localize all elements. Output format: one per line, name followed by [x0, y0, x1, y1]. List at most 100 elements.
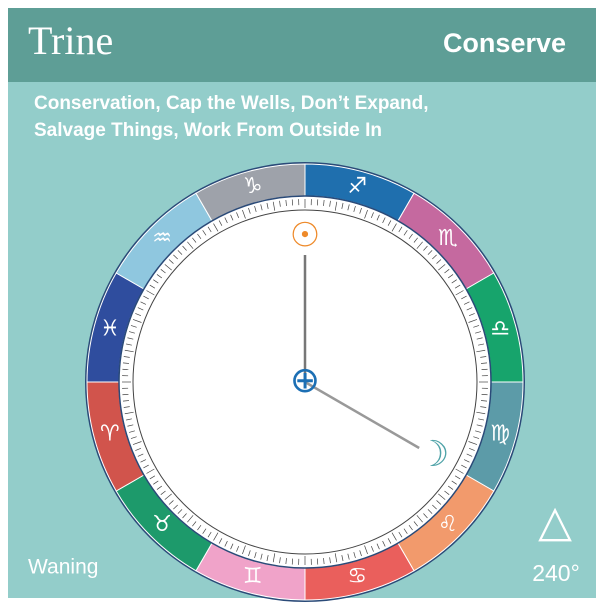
tick [347, 553, 350, 560]
tick [173, 504, 178, 510]
tick [436, 500, 442, 505]
tick [224, 217, 228, 224]
tick [423, 513, 428, 519]
tick [260, 204, 263, 211]
sign-glyph: ♏ [438, 226, 458, 251]
tick [480, 406, 487, 408]
tick [468, 447, 475, 451]
tick [359, 207, 362, 214]
tick [242, 545, 246, 555]
tick [476, 337, 483, 340]
sign-glyph: ♊ [243, 564, 263, 589]
tick [376, 214, 380, 221]
tick [132, 319, 142, 323]
tick [413, 237, 418, 243]
tick [248, 550, 251, 557]
description-line: Salvage Things, Work From Outside In [34, 120, 382, 141]
tick [128, 331, 135, 334]
tick [197, 233, 202, 240]
tick [242, 209, 246, 219]
tick [364, 545, 368, 555]
tick [455, 468, 464, 474]
tick [341, 555, 344, 562]
tick [168, 500, 174, 505]
tick [266, 555, 269, 562]
tick [272, 553, 276, 563]
phase: Conserve [443, 28, 566, 58]
tick [213, 223, 219, 232]
tick [122, 362, 130, 364]
tick [130, 436, 137, 439]
tick [143, 295, 149, 300]
tick [218, 220, 223, 226]
tick [370, 212, 374, 219]
tick [480, 400, 488, 402]
tick [160, 269, 166, 274]
tick [146, 468, 155, 474]
tick [260, 553, 263, 560]
tick [323, 557, 325, 565]
tick [140, 301, 147, 305]
tick [146, 290, 155, 296]
sun-glyph: ☉ [290, 216, 320, 256]
tick [202, 230, 207, 236]
tick [461, 464, 467, 469]
moon-glyph: ☽ [417, 434, 449, 475]
tick [463, 301, 470, 305]
header-bar [8, 8, 596, 82]
tick [164, 264, 172, 271]
tick [149, 284, 156, 289]
tick [164, 493, 172, 500]
tick [475, 430, 482, 433]
tick [248, 207, 251, 214]
tick [224, 540, 228, 547]
sign-glyph: ♒ [152, 226, 172, 251]
tick [202, 528, 207, 534]
tick [272, 201, 276, 211]
tick [436, 259, 442, 264]
tick [454, 475, 461, 480]
tick [427, 250, 433, 255]
tick [432, 504, 437, 510]
tick [466, 307, 473, 311]
tick [447, 274, 454, 279]
tick [329, 200, 331, 207]
tick [427, 509, 433, 514]
sign-glyph: ♉ [152, 512, 172, 537]
tick [416, 515, 423, 523]
tick [279, 200, 281, 207]
tick [444, 490, 450, 495]
tick [475, 331, 482, 334]
tick [466, 453, 473, 457]
tick [123, 356, 130, 358]
tick [124, 411, 134, 415]
tick [480, 362, 488, 364]
tick [480, 356, 487, 358]
aspect-symbol: △ [538, 496, 572, 547]
tick [153, 480, 159, 485]
tick [463, 459, 470, 463]
status: Waning [28, 556, 98, 579]
tick [187, 515, 194, 523]
tick [468, 441, 478, 445]
tick [123, 406, 130, 408]
tick [125, 343, 132, 346]
tick [398, 226, 403, 233]
tick [476, 349, 486, 353]
tick [254, 205, 257, 212]
tick [230, 214, 234, 221]
tick [218, 538, 223, 544]
tick [413, 521, 418, 527]
tick [473, 436, 480, 439]
sign-glyph: ♎ [490, 317, 510, 342]
angle: 240° [532, 560, 580, 586]
tick [266, 202, 269, 209]
zodiac-wheel: ♐ ♏ ♎ ♍ ♌ ♋ ♊ ♉ ♈ ♓ ♒ ♑ ☉ ⊕ ☽ [85, 162, 525, 602]
tick [124, 349, 134, 353]
tick [476, 411, 486, 415]
tick [135, 447, 142, 451]
tick [432, 254, 437, 260]
tick [416, 241, 423, 249]
tick [451, 279, 457, 284]
